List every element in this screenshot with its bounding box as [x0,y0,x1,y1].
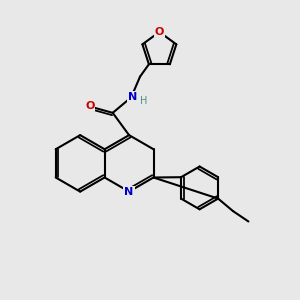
Text: O: O [155,27,164,37]
Text: N: N [124,187,134,196]
Text: N: N [128,92,137,102]
Text: H: H [140,96,147,106]
Text: O: O [85,101,94,111]
